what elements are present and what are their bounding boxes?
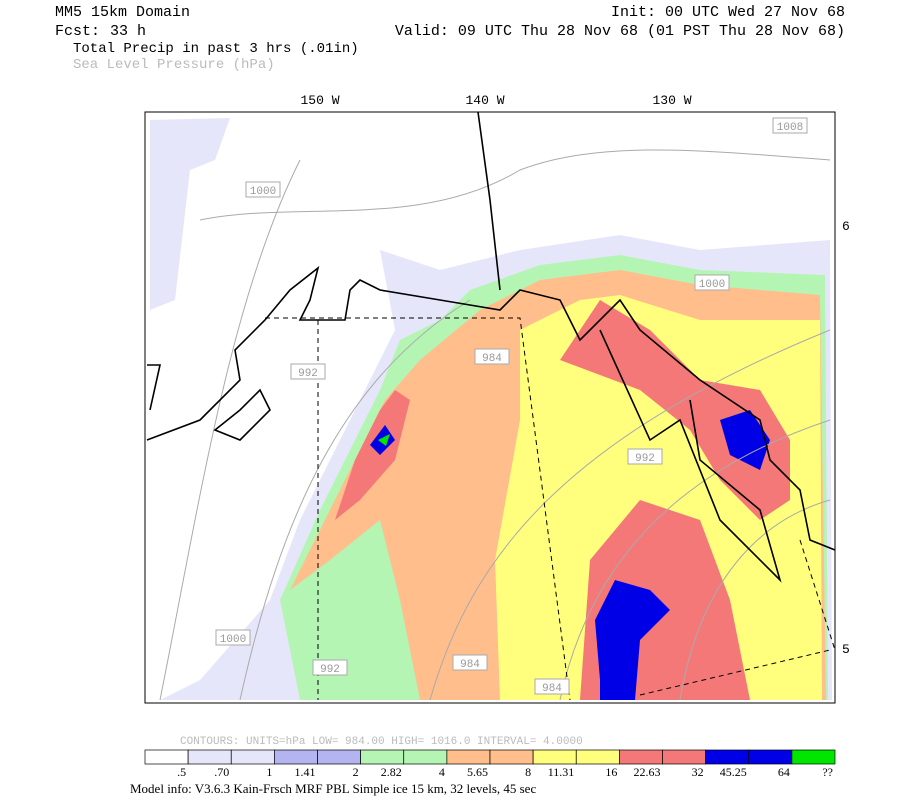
legend-label: 1 <box>266 765 272 779</box>
legend-swatch <box>230 749 275 765</box>
legend-label: 64 <box>778 765 790 779</box>
legend-swatch <box>446 749 491 765</box>
legend-label: ?? <box>822 765 833 779</box>
contour-label-box <box>534 678 570 695</box>
contour-label: 992 <box>635 453 655 465</box>
isobar <box>239 299 471 701</box>
legend-label: 2 <box>353 765 359 779</box>
contour-label-box <box>215 629 251 646</box>
legend-swatch <box>187 749 232 765</box>
model-info: Model info: V3.6.3 Kain-Frsch MRF PBL Si… <box>130 781 536 796</box>
map-frame <box>144 111 836 704</box>
contour-label: 1000 <box>250 186 276 198</box>
precip-area <box>560 300 790 520</box>
legend-swatch <box>791 749 836 765</box>
contour-label: 1000 <box>220 634 246 646</box>
legend-swatch <box>748 749 793 765</box>
legend-label: 11.31 <box>548 765 575 779</box>
contour-info: CONTOURS: UNITS=hPa LOW= 984.00 HIGH= 10… <box>180 736 583 748</box>
contour-label-box <box>627 448 663 465</box>
border <box>477 111 501 291</box>
contour-label-box <box>474 348 510 365</box>
latitude-label: 6 <box>842 219 850 234</box>
valid-time: Valid: 09 UTC Thu 28 Nov 68 (01 PST Thu … <box>395 23 845 40</box>
contour-label-box <box>694 274 730 291</box>
contour-label-box <box>452 654 488 671</box>
precip-area <box>335 390 410 520</box>
fcst-label: Fcst: <box>55 23 100 40</box>
contour-label: 992 <box>320 664 340 676</box>
legend-swatch <box>317 749 361 765</box>
contour-label: 992 <box>298 368 318 380</box>
grid-boundary <box>265 317 571 701</box>
legend-swatch <box>705 749 750 765</box>
grid-boundary <box>639 539 836 696</box>
coastline <box>147 364 161 411</box>
legend-label: 8 <box>525 765 531 779</box>
field-2: Sea Level Pressure (hPa) <box>73 57 275 73</box>
contour-label-box <box>312 659 348 676</box>
coastline <box>599 329 782 583</box>
contour-label-box <box>772 117 808 134</box>
longitude-label: 130 W <box>652 93 691 108</box>
coastline <box>213 388 271 441</box>
legend-swatch <box>360 749 405 765</box>
legend-label: 16 <box>605 765 617 779</box>
precip-area <box>720 410 770 470</box>
legend-swatch <box>403 749 448 765</box>
isobar <box>559 419 831 701</box>
precip-area <box>595 580 670 700</box>
legend-swatch <box>532 749 577 765</box>
contour-label: 1000 <box>699 279 725 291</box>
legend-label: .5 <box>177 765 186 779</box>
contour-label: 984 <box>542 683 562 695</box>
fcst-value: 33 h <box>110 23 146 40</box>
legend: CONTOURS: UNITS=hPa LOW= 984.00 HIGH= 10… <box>144 736 836 779</box>
legend-swatch <box>274 749 318 765</box>
precip-area <box>150 118 230 310</box>
legend-label: 5.65 <box>467 765 488 779</box>
legend-label: 1.41 <box>295 765 316 779</box>
legend-label: 45.25 <box>720 765 747 779</box>
isobar <box>199 149 831 221</box>
init-time: Init: 00 UTC Wed 27 Nov 68 <box>611 4 845 21</box>
contour-label: 1008 <box>777 122 803 134</box>
legend-label: 32 <box>692 765 704 779</box>
contour-label: 984 <box>482 353 502 365</box>
legend-swatch <box>575 749 620 765</box>
longitude-label: 150 W <box>300 93 339 108</box>
contour-label-box <box>245 181 281 198</box>
latitude-label: 5 <box>842 642 850 657</box>
legend-label: 22.63 <box>634 765 661 779</box>
legend-swatch <box>619 749 663 765</box>
precip-area <box>378 434 390 446</box>
legend-swatch <box>662 749 706 765</box>
legend-label: 4 <box>439 765 445 779</box>
legend-swatch <box>144 749 189 765</box>
coastline <box>146 265 836 551</box>
field-1: Total Precip in past 3 hrs (.01in) <box>73 41 359 57</box>
map-labels: 150 W 140 W 130 W 6 5 1008 1000 1000 984 992 992 10… <box>215 93 850 695</box>
longitude-label: 140 W <box>465 93 504 108</box>
domain-title: MM5 15km Domain <box>55 4 190 21</box>
legend-label: .70 <box>214 765 229 779</box>
contour-label-box <box>290 363 326 380</box>
isobar <box>159 159 301 701</box>
legend-swatch <box>489 749 534 765</box>
map: 150 W 140 W 130 W 6 5 1008 1000 1000 984 992 992 10… <box>144 93 850 704</box>
contour-label: 984 <box>460 659 480 671</box>
legend-label: 2.82 <box>381 765 402 779</box>
